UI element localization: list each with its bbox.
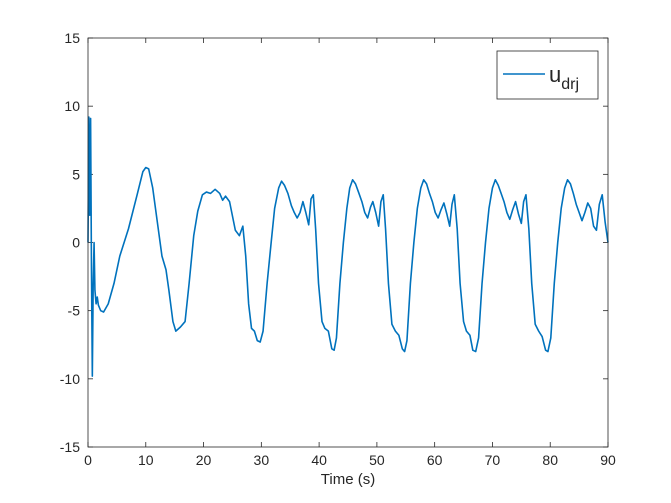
x-tick-label: 70 [485,452,501,468]
x-tick-label: 80 [542,452,558,468]
y-tick-label: 5 [72,166,80,182]
x-tick-label: 10 [138,452,154,468]
y-tick-label: 15 [64,30,80,46]
series-line-u-drj [87,116,609,377]
x-tick-label: 0 [84,452,92,468]
x-axis-label: Time (s) [321,471,375,488]
x-tick-label: 20 [196,452,212,468]
x-tick-label: 30 [254,452,270,468]
x-tick-label: 40 [311,452,327,468]
y-tick-label: 0 [72,235,80,251]
axes-box [87,37,609,448]
y-tick-label: -10 [60,371,80,387]
y-tick-label: -5 [68,303,81,319]
legend-box [496,50,599,100]
legend-label-subscript: drj [561,76,579,93]
legend: udrj [496,50,599,100]
y-tick-label: 10 [64,98,80,114]
y-tick-label: -15 [60,439,80,455]
x-tick-label: 50 [369,452,385,468]
tick-layer: 0 10 20 30 40 50 60 70 80 90 -15 -10 -5 0 5 10 15 [60,30,616,468]
x-tick-label: 90 [600,452,616,468]
x-tick-label: 60 [427,452,443,468]
